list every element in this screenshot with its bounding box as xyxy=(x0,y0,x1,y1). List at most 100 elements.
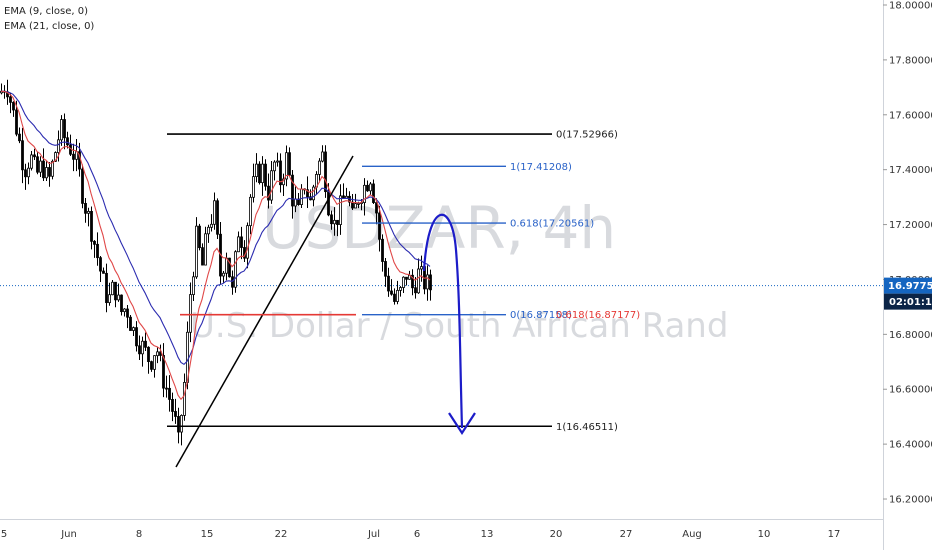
candle-body xyxy=(51,160,54,177)
last-price-badge xyxy=(884,277,932,294)
candle-body xyxy=(300,188,303,205)
candle-body xyxy=(246,225,249,259)
time-tick-label: Jun xyxy=(60,529,77,540)
candle-body xyxy=(357,203,360,205)
candle-body xyxy=(174,411,177,417)
candle-body xyxy=(213,200,216,225)
fib-retracement-large[interactable]: 0(17.52966) 1(16.46511) xyxy=(167,130,618,433)
price-tick-label: 17.40000 xyxy=(889,165,932,176)
legend-ema-21[interactable]: EMA (21, close, 0) xyxy=(4,21,95,32)
candle-body xyxy=(156,351,159,357)
time-tick-label: 8 xyxy=(136,529,142,540)
candle-body xyxy=(201,247,204,266)
candle-body xyxy=(312,186,315,201)
candle-body xyxy=(63,119,66,139)
candle-body xyxy=(39,160,42,173)
candle-body xyxy=(147,346,150,363)
fib-level-label: 0(16.87158) xyxy=(510,310,572,321)
candle-body xyxy=(84,202,87,214)
candle-body xyxy=(378,212,381,240)
projection-arrow[interactable] xyxy=(422,213,464,429)
candle-body xyxy=(207,226,210,235)
candle-body xyxy=(195,225,198,278)
candle-body xyxy=(411,274,414,289)
candle-body xyxy=(138,345,141,355)
candle-body xyxy=(171,399,174,412)
candle-body xyxy=(129,316,132,331)
candle-body xyxy=(123,308,126,313)
candle-body xyxy=(150,361,153,370)
candle-body xyxy=(339,195,342,225)
legend-ema-9[interactable]: EMA (9, close, 0) xyxy=(4,6,88,17)
candle-body xyxy=(153,355,156,370)
price-axis[interactable]: 18.00000 17.80000 17.60000 17.40000 17.20000… xyxy=(883,1,932,506)
candle-body xyxy=(165,387,168,390)
candle-body xyxy=(24,169,27,178)
candle-body xyxy=(27,167,30,178)
candle-body xyxy=(126,308,129,318)
candle-body xyxy=(396,289,399,302)
candle-body xyxy=(276,160,279,163)
time-tick-label: 22 xyxy=(275,529,288,540)
ema-21-line xyxy=(0,90,431,365)
candle-body xyxy=(249,196,252,227)
candle-body xyxy=(393,293,396,302)
candle-body xyxy=(234,251,237,288)
candle-body xyxy=(363,184,366,203)
time-tick-label: 15 xyxy=(201,529,214,540)
candle-body xyxy=(102,270,105,274)
candle-body xyxy=(417,268,420,294)
time-tick-label: Aug xyxy=(682,529,702,540)
candle-body xyxy=(342,195,345,199)
price-tick-label: 17.60000 xyxy=(889,110,932,121)
fib-level-label: 0(17.52966) xyxy=(556,130,618,141)
trendline-drawing[interactable] xyxy=(175,155,354,468)
candle-body xyxy=(36,156,39,173)
candle-body xyxy=(72,153,75,160)
candle-body xyxy=(198,225,201,249)
candle-body xyxy=(261,163,264,184)
candle-body xyxy=(273,161,276,172)
candle-body xyxy=(93,240,96,245)
price-tick-label: 16.40000 xyxy=(889,440,932,451)
candle-body xyxy=(21,140,24,171)
last-price-badge-text: 16.97752 xyxy=(888,281,932,292)
candle-body xyxy=(366,184,369,192)
candle-body xyxy=(30,154,33,169)
candle-body xyxy=(258,163,261,184)
candle-body xyxy=(141,340,144,355)
projection-arrowhead xyxy=(448,412,476,436)
candle-body xyxy=(420,266,423,270)
time-tick-label: 20 xyxy=(550,529,563,540)
candle-body xyxy=(180,415,183,433)
price-tick-label: 16.80000 xyxy=(889,330,932,341)
candle-body xyxy=(183,381,186,416)
candle-body xyxy=(264,163,267,187)
candle-body xyxy=(333,219,336,225)
countdown-badge xyxy=(884,293,932,310)
countdown-badge-text: 02:01:16 xyxy=(889,297,932,308)
price-tick-label: 16.20000 xyxy=(889,495,932,506)
candle-body xyxy=(354,203,357,209)
candle-body xyxy=(330,214,333,225)
candle-body xyxy=(318,160,321,175)
candle-body xyxy=(66,137,69,146)
candle-body xyxy=(177,416,180,433)
candle-body xyxy=(291,174,294,207)
candle-body xyxy=(252,176,255,198)
candle-body xyxy=(81,168,84,204)
candle-body xyxy=(204,233,207,266)
candle-body xyxy=(372,183,375,203)
candle-body xyxy=(210,223,213,228)
time-tick-label: Jul xyxy=(367,529,380,540)
candle-body xyxy=(96,243,99,259)
time-axis[interactable]: 5 Jun 8 15 22 Jul 6 13 20 27 Aug 10 17 xyxy=(1,529,841,540)
candle-body xyxy=(120,294,123,313)
candle-body xyxy=(255,163,258,177)
candle-body xyxy=(99,257,102,272)
candle-body xyxy=(87,210,90,214)
candle-body xyxy=(288,152,291,176)
candle-body xyxy=(267,185,270,201)
candle-body xyxy=(414,287,417,294)
